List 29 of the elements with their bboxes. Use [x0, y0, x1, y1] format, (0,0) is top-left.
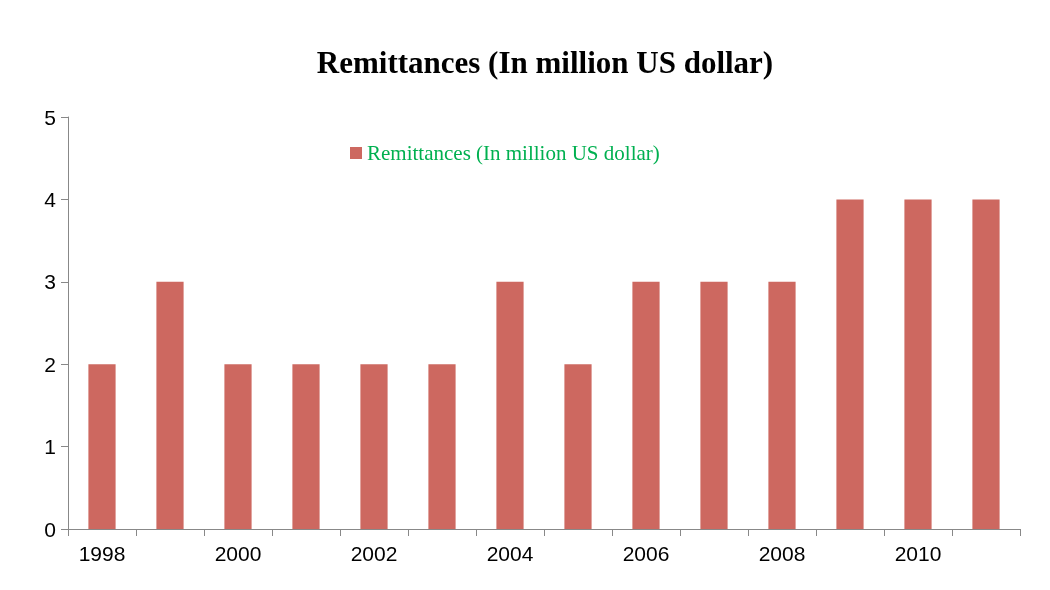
y-tick-label: 0 — [44, 517, 56, 541]
y-tick-label: 2 — [44, 352, 56, 376]
bar — [836, 199, 864, 529]
x-tick-label: 2004 — [486, 542, 534, 565]
x-tick-label: 2010 — [894, 542, 942, 565]
x-tick-label: 2002 — [350, 542, 398, 565]
chart-title: Remittances (In million US dollar) — [316, 45, 774, 80]
x-tick-label: 2006 — [622, 542, 670, 565]
y-tick-label: 4 — [44, 187, 57, 211]
bar — [428, 364, 456, 529]
y-tick-label: 1 — [44, 435, 56, 459]
bar — [972, 199, 1000, 529]
bar — [156, 281, 184, 529]
x-tick-label: 1998 — [78, 542, 126, 565]
bar — [292, 364, 320, 529]
bar — [88, 364, 116, 529]
bar — [360, 364, 388, 529]
y-tick-label: 3 — [44, 270, 56, 294]
x-tick-label: 2008 — [758, 542, 806, 565]
bar — [496, 281, 524, 529]
bar — [904, 199, 932, 529]
bar — [224, 364, 252, 529]
bar — [700, 281, 728, 529]
bar — [564, 364, 592, 529]
x-tick-label: 2000 — [214, 542, 262, 565]
bar — [632, 281, 660, 529]
bar — [768, 281, 796, 529]
y-tick-label: 5 — [44, 105, 56, 129]
legend-label: Remittances (In million US dollar) — [367, 141, 660, 165]
